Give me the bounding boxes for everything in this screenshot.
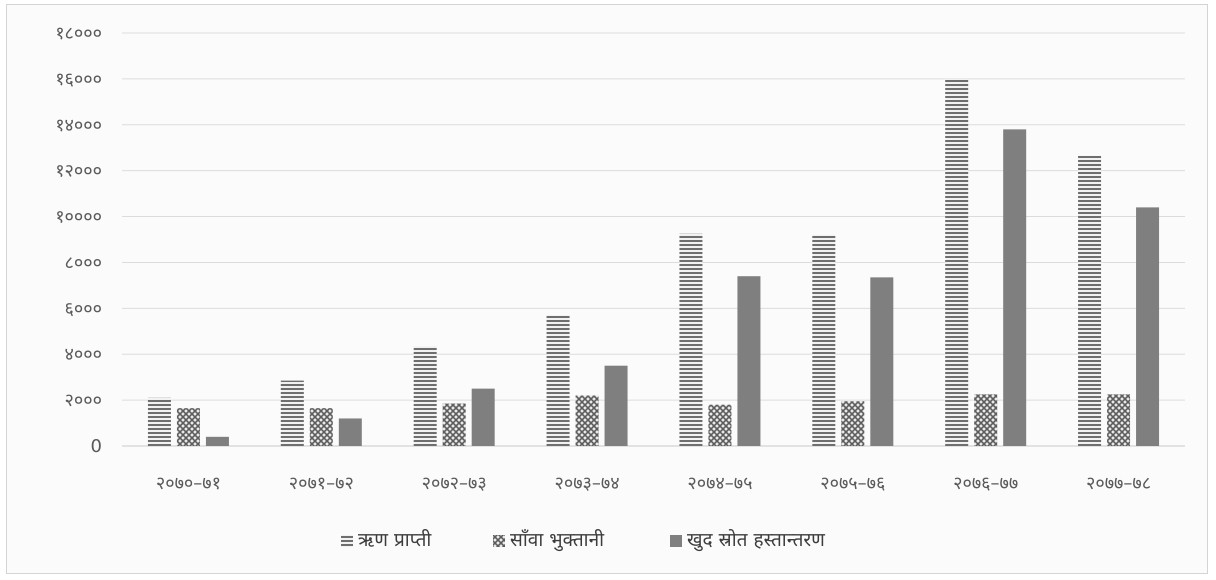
y-tick-label: १८०००: [55, 23, 102, 44]
y-tick-label: 0: [91, 436, 102, 457]
x-category-label: २०७६–७७: [953, 473, 1018, 494]
bar-series-3: [737, 276, 761, 446]
legend-swatch-series-3: [670, 535, 682, 547]
y-tick-label: १६०००: [55, 69, 102, 90]
bar-series-2: [442, 403, 466, 446]
bar-series-1: [546, 315, 570, 446]
bar-series-1: [280, 380, 304, 446]
bar-series-3: [1003, 129, 1027, 446]
x-category-label: २०७३–७४: [554, 473, 619, 494]
x-category-label: २०७७–७८: [1086, 473, 1151, 494]
bar-series-1: [679, 233, 703, 446]
legend-label-series-1: ऋण प्राप्ती: [358, 528, 432, 551]
x-category-label: २०७०–७१: [156, 473, 221, 494]
x-category-label: २०७४–७५: [687, 473, 752, 494]
bar-series-1: [147, 397, 171, 446]
bar-series-3: [1136, 207, 1160, 446]
y-tick-label: ४०००: [65, 344, 102, 365]
y-tick-label: १००००: [55, 207, 102, 228]
legend: ऋण प्राप्ती साँवा भुक्तानी खुद स्रोत हस्ता…: [341, 528, 825, 552]
bar-series-1: [812, 234, 836, 446]
legend-swatch-series-2: [493, 535, 505, 547]
y-tick-label: १४०००: [55, 115, 102, 136]
bar-series-2: [841, 401, 865, 446]
bar-series-3: [338, 418, 362, 446]
y-tick-label: २०००: [65, 390, 102, 411]
bar-series-2: [575, 395, 599, 446]
legend-label-series-3: खुद स्रोत हस्तान्तरण: [687, 528, 825, 552]
bar-series-1: [413, 346, 437, 446]
x-axis-category-labels: २०७०–७१ २०७१–७२ २०७२–७३ २०७३–७४ २०७४–७५ २०७५–…: [156, 473, 1151, 494]
bar-series-2: [176, 408, 200, 446]
bar-series-2: [1107, 394, 1131, 446]
x-category-label: २०७१–७२: [289, 473, 354, 494]
legend-swatch-series-1: [341, 535, 353, 547]
bar-series-2: [309, 408, 333, 446]
bar-series-1: [945, 78, 969, 446]
bar-series-2: [708, 404, 732, 446]
y-tick-label: ८०००: [65, 252, 102, 273]
bar-series-3: [604, 365, 628, 446]
bars: [147, 78, 1160, 446]
x-category-label: २०७२–७३: [422, 473, 487, 494]
bar-series-3: [870, 277, 894, 446]
y-tick-label: ६०००: [65, 298, 102, 319]
bar-series-3: [205, 436, 229, 446]
y-axis-tick-labels: 0 २००० ४००० ६००० ८००० १०००० १२००० १४००० १६००० १८०…: [55, 23, 102, 457]
bar-series-3: [471, 388, 495, 446]
bar-series-2: [974, 394, 998, 446]
legend-label-series-2: साँवा भुक्तानी: [510, 528, 605, 552]
x-category-label: २०७५–७६: [820, 473, 885, 494]
bar-series-1: [1078, 155, 1102, 446]
y-tick-label: १२०००: [55, 161, 102, 182]
